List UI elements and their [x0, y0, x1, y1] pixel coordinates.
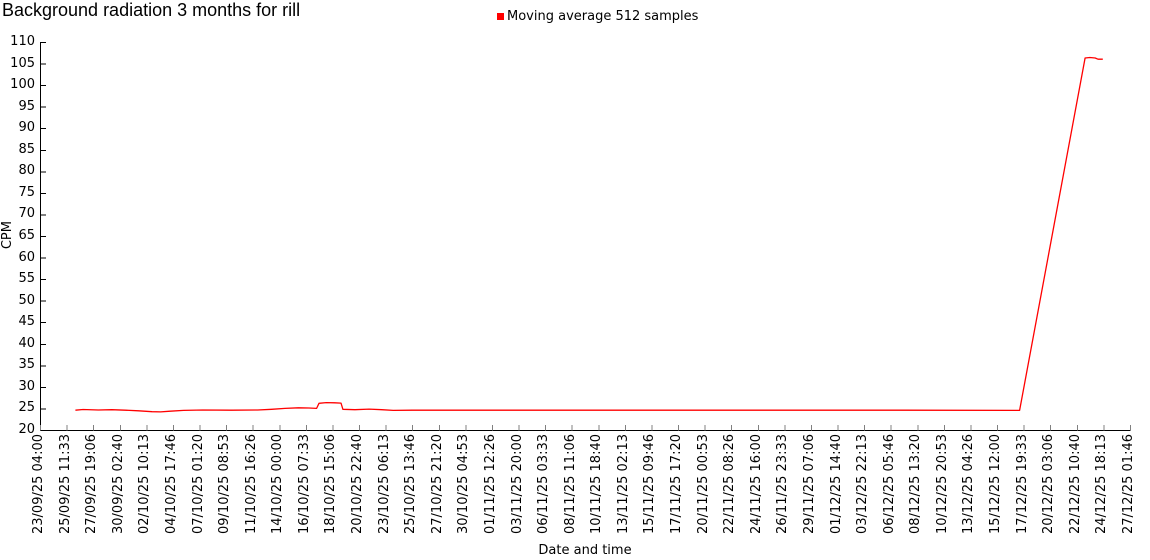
- x-tick-label: 11/10/25 16:26: [243, 434, 259, 534]
- x-tick-label: 13/12/25 04:26: [961, 434, 977, 534]
- y-tick-label: 35: [18, 357, 35, 373]
- x-tick-label: 20/11/25 00:53: [695, 434, 711, 534]
- x-tick-label: 15/11/25 09:46: [642, 434, 658, 534]
- y-tick-label: 70: [18, 206, 35, 222]
- x-tick-label: 13/11/25 02:13: [615, 434, 631, 534]
- x-tick-label: 08/11/25 11:06: [562, 434, 578, 534]
- y-tick-label: 25: [18, 400, 35, 416]
- x-tick-label: 27/10/25 21:20: [429, 434, 445, 534]
- y-tick-label: 100: [10, 77, 35, 93]
- x-tick-label: 16/10/25 07:33: [296, 434, 312, 534]
- x-tick-label: 24/12/25 18:13: [1094, 434, 1110, 534]
- x-tick-label: 27/09/25 19:06: [84, 434, 100, 534]
- x-tick-label: 20/10/25 22:40: [350, 434, 366, 534]
- x-tick-label: 23/09/25 04:00: [31, 434, 46, 534]
- x-tick-label: 22/12/25 10:40: [1067, 434, 1083, 534]
- legend-series-label: Moving average 512 samples: [507, 9, 699, 24]
- x-tick-label: 03/11/25 20:00: [509, 434, 525, 534]
- legend-series-marker-icon: [497, 13, 504, 20]
- x-tick-label: 25/10/25 13:46: [403, 434, 419, 534]
- series-line: [75, 56, 1103, 413]
- x-tick-label: 17/12/25 19:33: [1014, 434, 1030, 534]
- x-tick-label: 17/11/25 17:20: [669, 434, 685, 534]
- y-tick-label: 80: [18, 163, 35, 179]
- y-tick-label: 60: [18, 249, 35, 265]
- y-tick-label: 65: [18, 228, 35, 243]
- x-tick-label: 23/10/25 06:13: [376, 434, 392, 534]
- x-tick-label: 30/09/25 02:40: [110, 434, 126, 534]
- x-tick-label: 14/10/25 00:00: [270, 434, 286, 534]
- legend: Moving average 512 samples: [497, 9, 698, 24]
- y-tick-label: 110: [10, 34, 35, 49]
- y-tick-label: 50: [18, 292, 35, 308]
- x-tick-label: 06/11/25 03:33: [536, 434, 552, 534]
- x-tick-label: 15/12/25 12:00: [988, 434, 1004, 534]
- x-tick-label: 03/12/25 22:13: [855, 434, 871, 534]
- x-tick-label: 25/09/25 11:33: [57, 434, 73, 534]
- y-tick-label: 90: [18, 120, 35, 136]
- x-axis-label: Date and time: [538, 543, 632, 558]
- x-tick-label: 22/11/25 08:26: [722, 434, 738, 534]
- x-tick-label: 20/12/25 03:06: [1041, 434, 1057, 534]
- x-tick-label: 09/10/25 08:53: [217, 434, 233, 534]
- x-tick-label: 04/10/25 17:46: [163, 434, 179, 534]
- x-tick-label: 10/12/25 20:53: [934, 434, 950, 534]
- y-tick-label: 85: [18, 141, 35, 157]
- y-tick-label: 55: [18, 271, 35, 287]
- y-tick-label: 20: [18, 422, 35, 437]
- x-tick-label: 24/11/25 16:00: [748, 434, 764, 534]
- x-tick-label: 10/11/25 18:40: [589, 434, 605, 534]
- y-tick-label: 40: [18, 335, 35, 351]
- x-tick-label: 29/11/25 07:06: [801, 434, 817, 534]
- y-tick-label: 75: [18, 184, 35, 200]
- x-tick-label: 02/10/25 10:13: [137, 434, 153, 534]
- x-tick-label: 30/10/25 04:53: [456, 434, 472, 534]
- x-tick-label: 07/10/25 01:20: [190, 434, 206, 534]
- x-tick-label: 26/11/25 23:33: [775, 434, 791, 534]
- chart-title: Background radiation 3 months for rill: [2, 0, 301, 20]
- y-tick-label: 95: [18, 98, 35, 114]
- y-tick-label: 45: [18, 314, 35, 330]
- x-tick-label: 06/12/25 05:46: [881, 434, 897, 534]
- x-tick-label: 01/11/25 12:26: [482, 434, 498, 534]
- y-tick-label: 30: [18, 378, 35, 394]
- y-tick-label: 105: [10, 55, 35, 71]
- x-tick-label: 27/12/25 01:46: [1121, 434, 1136, 534]
- x-tick-label: 18/10/25 15:06: [323, 434, 339, 534]
- x-tick-label: 01/12/25 14:40: [828, 434, 844, 534]
- x-tick-label: 08/12/25 13:20: [908, 434, 924, 534]
